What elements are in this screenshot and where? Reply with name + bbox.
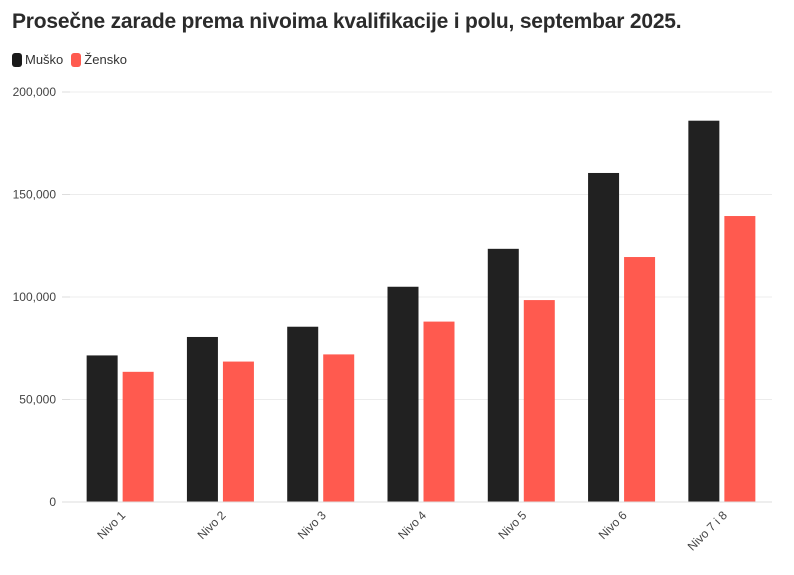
- bar-musko: [588, 172, 620, 502]
- legend: Muško Žensko: [12, 52, 135, 67]
- bar-zensko: [122, 371, 154, 502]
- y-tick-label: 100,000: [13, 290, 57, 304]
- bar-musko: [186, 336, 218, 502]
- bar-musko: [487, 248, 519, 502]
- legend-label-musko: Muško: [25, 52, 64, 67]
- bar-musko: [86, 355, 118, 502]
- bar-zensko: [523, 300, 555, 502]
- bar-musko: [688, 120, 720, 502]
- x-tick-label: Nivo 7 i 8: [685, 508, 731, 554]
- x-tick-label: Nivo 3: [295, 508, 329, 542]
- y-tick-label: 50,000: [19, 393, 56, 407]
- x-tick-label: Nivo 6: [596, 508, 630, 542]
- x-tick-label: Nivo 2: [195, 508, 229, 542]
- x-tick-label: Nivo 4: [395, 508, 429, 542]
- bar-musko: [387, 286, 419, 502]
- legend-item-zensko[interactable]: Žensko: [71, 52, 127, 67]
- legend-swatch-musko: [12, 52, 22, 67]
- y-tick-label: 0: [49, 495, 56, 509]
- bar-zensko: [323, 354, 355, 502]
- x-tick-label: Nivo 5: [495, 508, 529, 542]
- y-tick-label: 150,000: [13, 188, 57, 202]
- bar-zensko: [423, 321, 455, 502]
- bar-zensko: [724, 216, 756, 502]
- bar-musko: [287, 326, 319, 502]
- x-tick-label: Nivo 1: [94, 508, 128, 542]
- legend-item-musko[interactable]: Muško: [12, 52, 63, 67]
- legend-swatch-zensko: [71, 52, 82, 67]
- y-tick-label: 200,000: [13, 85, 57, 99]
- bar-zensko: [624, 257, 656, 502]
- legend-label-zensko: Žensko: [84, 52, 127, 67]
- bar-zensko: [222, 361, 254, 502]
- chart-title: Prosečne zarade prema nivoima kvalifikac…: [12, 10, 682, 33]
